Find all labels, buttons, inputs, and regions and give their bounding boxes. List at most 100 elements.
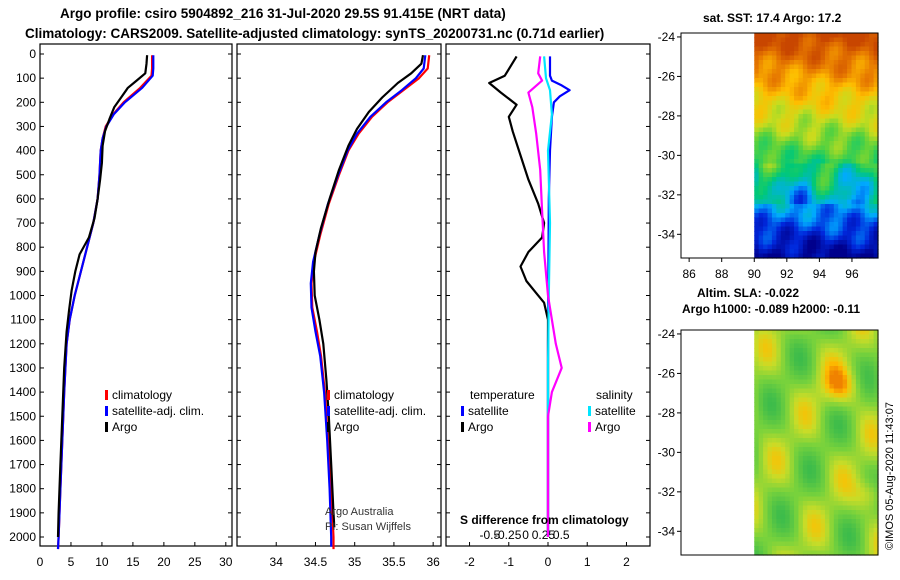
sla-cell	[776, 519, 782, 525]
sla-cell	[833, 379, 839, 385]
sla-cell	[855, 379, 861, 385]
sla-cell	[833, 541, 839, 547]
sst-cell	[860, 213, 866, 219]
sst-cell	[860, 249, 866, 255]
sla-cell	[838, 348, 844, 354]
sst-cell	[771, 96, 777, 102]
sst-cell	[851, 33, 857, 39]
sla-cell	[771, 330, 777, 336]
sst-cell	[864, 136, 870, 142]
sst-cell	[767, 150, 773, 156]
sla-cell	[807, 339, 813, 345]
sst-cell	[807, 253, 813, 259]
map-frame-outline	[680, 32, 879, 259]
sla-cell	[780, 474, 786, 480]
sst-cell	[767, 96, 773, 102]
sst-cell	[829, 253, 835, 259]
sla-cell	[873, 415, 879, 421]
sla-cell	[864, 541, 870, 547]
sla-cell	[780, 496, 786, 502]
sla-cell	[776, 379, 782, 385]
sst-cell	[860, 172, 866, 178]
sst-cell	[816, 132, 822, 138]
sst-cell	[824, 96, 830, 102]
sst-cell	[807, 204, 813, 210]
sst-cell	[820, 154, 826, 160]
sla-cell	[847, 501, 853, 507]
sst-cell	[767, 190, 773, 196]
sst-cell	[771, 163, 777, 169]
sla-cell	[864, 420, 870, 426]
sla-cell	[869, 465, 875, 471]
sla-cell	[763, 357, 769, 363]
sla-cell	[758, 451, 764, 457]
sla-cell	[758, 375, 764, 381]
sst-cell	[860, 78, 866, 84]
sst-cell	[824, 190, 830, 196]
sla-cell	[847, 361, 853, 367]
sla-cell	[780, 478, 786, 484]
sst-cell	[811, 226, 817, 232]
sla-cell	[798, 420, 804, 426]
sst-cell	[869, 168, 875, 174]
sla-cell	[807, 393, 813, 399]
sst-cell	[767, 172, 773, 178]
sst-cell	[824, 55, 830, 61]
sst-cell	[851, 163, 857, 169]
sla-cell	[847, 451, 853, 457]
sla-cell	[811, 424, 817, 430]
sla-cell	[820, 474, 826, 480]
sla-cell	[869, 537, 875, 543]
sst-cell	[842, 240, 848, 246]
sst-cell	[811, 154, 817, 160]
sla-cell	[794, 330, 800, 336]
sst-cell	[838, 186, 844, 192]
sst-cell	[758, 217, 764, 223]
sla-cell	[794, 406, 800, 412]
sla-cell	[798, 384, 804, 390]
sst-cell	[864, 87, 870, 93]
sla-cell	[838, 478, 844, 484]
sla-cell	[816, 438, 822, 444]
sla-cell	[864, 411, 870, 417]
sst-cell	[767, 145, 773, 151]
sst-cell	[776, 123, 782, 129]
sla-cell	[833, 420, 839, 426]
sst-cell	[802, 168, 808, 174]
sst-cell	[763, 109, 769, 115]
sst-cell	[763, 42, 769, 48]
sst-cell	[851, 217, 857, 223]
sla-cell	[851, 343, 857, 349]
sst-cell	[763, 132, 769, 138]
sst-cell	[776, 78, 782, 84]
sst-cell	[838, 154, 844, 160]
sla-cell	[824, 483, 830, 489]
sla-cell	[855, 546, 861, 552]
sla-cell	[771, 465, 777, 471]
sst-cell	[802, 105, 808, 111]
sla-cell	[873, 397, 879, 403]
sst-cell	[794, 100, 800, 106]
sla-cell	[758, 519, 764, 525]
sla-cell	[776, 456, 782, 462]
x-tick-label: 35.5	[382, 555, 406, 569]
sst-cell	[842, 96, 848, 102]
sla-cell	[864, 505, 870, 511]
sst-cell	[811, 42, 817, 48]
sst-cell	[780, 42, 786, 48]
sla-cell	[807, 537, 813, 543]
sla-cell	[811, 514, 817, 520]
sst-cell	[824, 208, 830, 214]
sla-cell	[824, 384, 830, 390]
sst-cell	[754, 82, 760, 88]
sst-cell	[860, 159, 866, 165]
sst-cell	[776, 118, 782, 124]
sst-cell	[847, 199, 853, 205]
sst-cell	[873, 114, 879, 120]
sst-cell	[833, 87, 839, 93]
sst-cell	[780, 172, 786, 178]
sst-cell	[816, 190, 822, 196]
sst-cell	[851, 78, 857, 84]
sla-cell	[811, 343, 817, 349]
sla-cell	[802, 460, 808, 466]
